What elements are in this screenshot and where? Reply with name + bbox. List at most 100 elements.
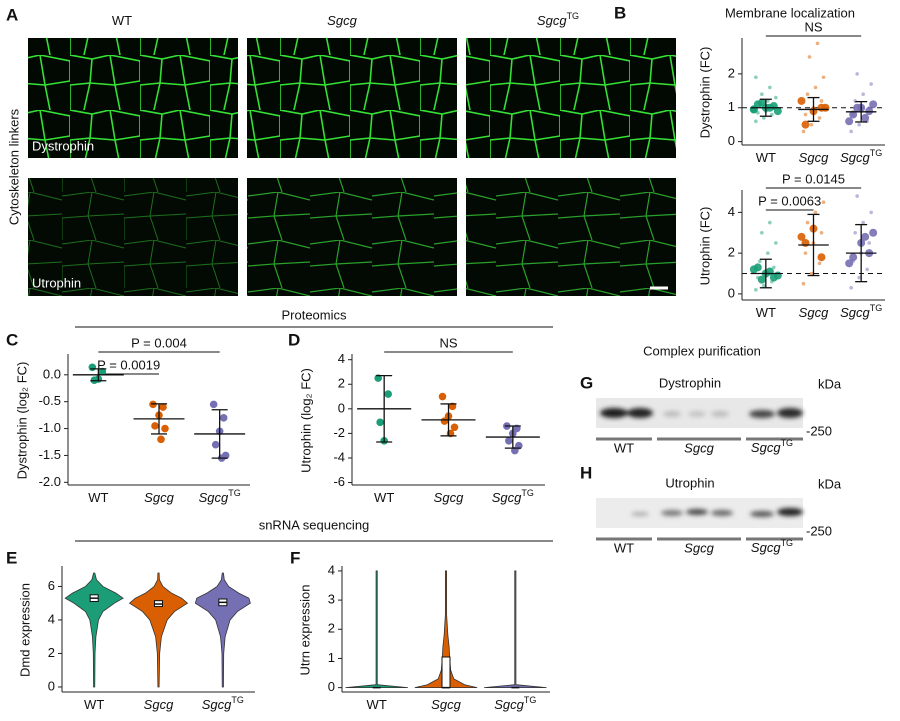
panel-letter: H <box>580 463 592 482</box>
data-point <box>855 194 859 198</box>
x-tick-label: SgcgTG <box>840 303 882 320</box>
replicate-point <box>757 98 766 107</box>
replicate-point <box>765 267 774 276</box>
bracket-label: P = 0.0063 <box>758 193 821 208</box>
data-point <box>98 367 107 376</box>
y-tick-label: 1 <box>728 99 735 114</box>
violin <box>64 572 124 688</box>
data-point <box>821 75 826 80</box>
data-point <box>774 95 778 100</box>
panel-letter: F <box>290 548 300 567</box>
y-tick-label: 4 <box>48 611 55 626</box>
replicate-point <box>801 120 810 129</box>
data-point <box>772 265 776 270</box>
x-tick-label: Sgcg <box>434 490 464 505</box>
data-point <box>801 129 806 134</box>
panel-letter: G <box>580 373 593 392</box>
replicate-point <box>869 228 878 237</box>
data-point <box>754 75 758 80</box>
category-text: Sgcg <box>431 697 461 712</box>
y-tick-label: -6 <box>333 474 345 489</box>
data-point <box>770 112 774 117</box>
data-point <box>813 210 818 215</box>
blot-label: Utrophin <box>665 475 714 490</box>
micrograph <box>28 178 238 296</box>
y-axis-label: Utrophin (FC) <box>697 207 712 286</box>
y-axis-label: Dystrophin (FC) <box>697 47 712 139</box>
y-tick-label: -1.5 <box>39 447 61 462</box>
replicate-point <box>845 259 854 268</box>
y-tick-label: 3 <box>328 592 335 607</box>
x-tick-label: Sgcg <box>144 490 174 505</box>
data-point <box>219 414 228 422</box>
bracket-label: P = 0.004 <box>131 335 187 350</box>
panel-letter: D <box>288 330 300 349</box>
replicate-point <box>817 253 826 262</box>
category-text: Sgcg <box>144 490 174 505</box>
category-text: WT <box>367 697 387 712</box>
violin <box>128 572 189 688</box>
replicate-point <box>753 263 762 272</box>
y-tick-label: 4 <box>338 351 345 366</box>
replicate-point <box>821 103 830 112</box>
x-tick-label: Sgcg <box>799 150 829 165</box>
replicate-point <box>797 96 806 105</box>
y-tick-label: -1.0 <box>39 420 61 435</box>
replicate-point <box>869 100 878 109</box>
blot-bands <box>631 508 803 517</box>
category-text: Sgcg <box>202 697 232 712</box>
x-tick-label: WT <box>756 150 776 165</box>
lane-label: WT <box>614 540 634 555</box>
blot-label: Dystrophin <box>659 375 721 390</box>
column-header: Sgcg <box>327 13 357 28</box>
lane-text: Sgcg <box>751 540 781 555</box>
data-point <box>450 423 459 432</box>
data-point <box>438 392 447 401</box>
unit-label: kDa <box>818 376 842 391</box>
replicate-point <box>757 275 766 284</box>
data-point <box>88 363 97 372</box>
lane-label: SgcgTG <box>751 538 793 555</box>
data-point <box>861 220 865 225</box>
data-point <box>762 116 766 120</box>
y-tick-label: 2 <box>338 376 345 391</box>
replicate-point <box>845 117 854 126</box>
micrograph <box>466 178 676 296</box>
data-point <box>821 200 826 204</box>
y-axis-label: Utrophin (log₂ FC) <box>298 368 313 473</box>
marker-label: -250 <box>806 523 832 538</box>
y-tick-label: 2 <box>728 245 735 260</box>
data-point <box>803 112 808 117</box>
data-point <box>805 220 810 225</box>
violin <box>484 570 547 689</box>
y-axis-label: Utrn expression <box>297 584 312 675</box>
blot-title: Complex purification <box>643 343 761 358</box>
data-point <box>766 99 770 103</box>
panel-letter: A <box>6 5 18 24</box>
y-tick-label: 4 <box>728 204 735 219</box>
data-point <box>857 122 861 127</box>
x-tick-label: Sgcg <box>431 697 461 712</box>
y-tick-label: 6 <box>48 578 55 593</box>
y-tick-label: 0 <box>338 400 345 415</box>
category-text: WT <box>88 490 108 505</box>
data-point <box>159 403 167 411</box>
section-title: snRNA sequencing <box>259 517 370 532</box>
bracket-label: NS <box>439 335 457 350</box>
blot-bands <box>600 408 803 418</box>
data-point <box>861 92 865 96</box>
replicate-point <box>773 107 782 116</box>
data-point <box>768 220 772 225</box>
replicate-point <box>861 232 870 241</box>
column-text: Sgcg <box>327 13 357 28</box>
replicate-point <box>861 113 870 122</box>
data-point <box>817 116 822 120</box>
row-label: Dystrophin <box>32 138 94 153</box>
replicate-point <box>773 271 782 280</box>
x-tick-label: WT <box>374 490 394 505</box>
row-group-label: Cytoskeleton linkers <box>6 108 21 225</box>
category-text: WT <box>756 150 776 165</box>
data-point <box>805 92 810 96</box>
lane-label: Sgcg <box>684 440 714 455</box>
